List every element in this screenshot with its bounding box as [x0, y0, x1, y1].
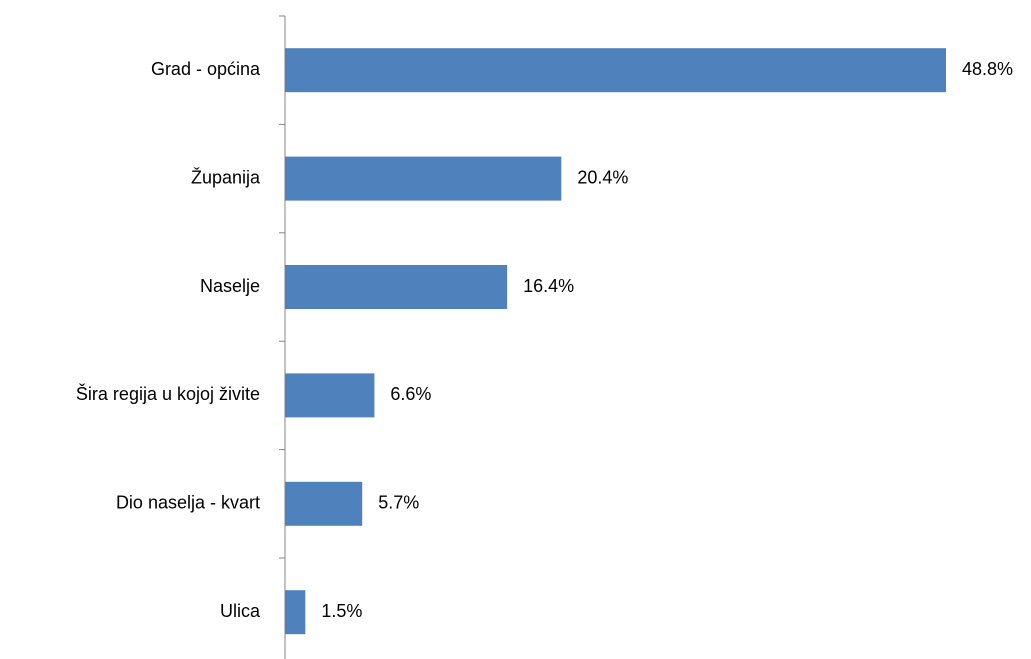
value-label: 20.4% [577, 167, 628, 187]
bar [285, 156, 562, 201]
bar [285, 265, 508, 309]
category-label: Naselje [200, 276, 260, 296]
category-label: Ulica [220, 601, 261, 621]
value-label: 5.7% [378, 493, 419, 513]
category-label: Šira regija u kojoj živite [76, 383, 260, 404]
value-label: 1.5% [321, 601, 362, 621]
bar [285, 590, 306, 635]
bar [285, 481, 363, 526]
category-label: Županija [191, 167, 261, 187]
category-label: Dio naselja - kvart [116, 493, 260, 513]
bar [285, 373, 375, 418]
bar [285, 48, 946, 93]
category-label: Grad - općina [151, 59, 261, 79]
value-label: 16.4% [523, 276, 574, 296]
value-label: 48.8% [962, 59, 1013, 79]
value-label: 6.6% [390, 384, 431, 404]
